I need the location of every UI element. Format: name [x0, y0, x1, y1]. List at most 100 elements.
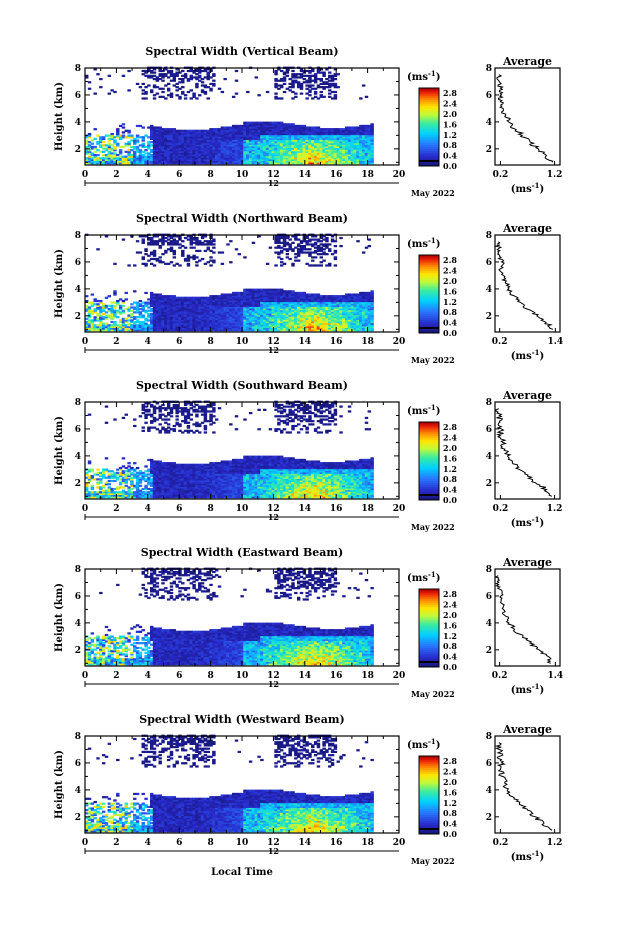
heatmap-cell	[186, 157, 191, 160]
heatmap-cell	[220, 160, 225, 163]
heatmap-cell	[209, 142, 213, 145]
heatmap-cell	[333, 77, 338, 81]
heatmap-cell	[212, 157, 216, 160]
heatmap-cell	[85, 149, 89, 152]
heatmap-cell	[192, 141, 196, 144]
heatmap-cell	[237, 160, 242, 163]
heatmap-cell	[164, 155, 168, 158]
heatmap-cell	[282, 155, 287, 158]
heatmap-cell	[144, 162, 148, 165]
heatmap-cell	[150, 137, 154, 141]
heatmap-cell	[186, 153, 191, 157]
heatmap-cell	[279, 145, 284, 149]
heatmap-cell	[96, 162, 100, 165]
heatmap-cell	[203, 92, 208, 95]
heatmap-cell	[257, 137, 261, 141]
heatmap-cell	[178, 139, 182, 142]
heatmap-cell	[178, 264, 182, 267]
heatmap-cell	[195, 129, 199, 132]
heatmap-cell	[240, 136, 244, 139]
heatmap-cell	[127, 150, 131, 153]
heatmap-cell	[217, 137, 222, 141]
heatmap-cell	[234, 158, 239, 162]
heatmap-cell	[217, 149, 222, 152]
heatmap-cell	[274, 145, 278, 149]
heatmap-cell	[181, 147, 185, 150]
heatmap-cell	[172, 77, 177, 81]
heatmap-cell	[285, 144, 290, 147]
heatmap-cell	[175, 139, 179, 142]
heatmap-cell	[130, 149, 134, 152]
heatmap-cell	[181, 77, 185, 81]
heatmap-cell	[203, 158, 208, 162]
heatmap-cell	[192, 152, 196, 155]
heatmap-cell	[189, 131, 193, 134]
heatmap-cell	[285, 158, 290, 162]
heatmap-cell	[169, 144, 174, 147]
colorbar-tick-label: 2.0	[443, 109, 457, 119]
heatmap-cell	[158, 162, 162, 165]
heatmap-cell	[90, 153, 95, 157]
heatmap-cell	[116, 136, 120, 139]
heatmap-cell	[265, 142, 270, 145]
heatmap-cell	[200, 131, 205, 134]
heatmap-cell	[121, 74, 126, 77]
heatmap-cell	[274, 128, 278, 131]
heatmap-cell	[288, 124, 292, 128]
heatmap-cell	[268, 132, 273, 136]
heatmap-cell	[285, 134, 290, 137]
heatmap-cell	[215, 142, 219, 145]
average-y-tick-label: 2	[486, 145, 492, 155]
heatmap-cell	[333, 249, 338, 253]
heatmap-cell	[133, 264, 137, 267]
heatmap-cell	[200, 160, 205, 163]
heatmap-cell	[271, 145, 275, 149]
heatmap-cell	[161, 155, 165, 158]
colorbar-unit: (ms	[407, 72, 428, 83]
heatmap-cell	[294, 73, 298, 76]
heatmap-cell	[285, 87, 290, 90]
heatmap-cell	[195, 162, 199, 165]
heatmap-cell	[263, 124, 267, 128]
heatmap-cell	[212, 141, 216, 144]
heatmap-cell	[175, 150, 179, 153]
heatmap-cell	[150, 131, 154, 134]
heatmap-cell	[161, 157, 165, 160]
heatmap-cell	[243, 141, 247, 144]
heatmap-cell	[169, 128, 174, 131]
heatmap-cell	[169, 142, 174, 145]
heatmap-cell	[203, 144, 208, 147]
heatmap-cell	[158, 134, 162, 137]
heatmap-cell	[291, 90, 295, 94]
heatmap-cell	[135, 150, 140, 153]
heatmap-cell	[101, 141, 106, 144]
heatmap-cell	[99, 137, 103, 141]
heatmap-cell	[248, 124, 253, 128]
heatmap-cell	[164, 73, 168, 76]
heatmap-cell	[144, 92, 148, 95]
heatmap-cell	[212, 152, 216, 155]
heatmap-cell	[288, 142, 292, 145]
heatmap-cell	[274, 121, 278, 124]
heatmap-cell	[198, 149, 202, 152]
heatmap-cell	[116, 129, 120, 132]
heatmap-cell	[271, 141, 275, 144]
heatmap-cell	[294, 95, 298, 98]
heatmap-cell	[296, 147, 301, 150]
heatmap-cell	[192, 155, 196, 158]
heatmap-cell	[169, 157, 174, 160]
heatmap-cell	[229, 149, 233, 152]
heatmap-cell	[172, 142, 177, 145]
heatmap-cell	[231, 124, 236, 128]
x-tick-label: 18	[361, 170, 374, 180]
heatmap-cell	[220, 137, 225, 141]
heatmap-cell	[294, 144, 298, 147]
heatmap-cell	[96, 73, 100, 76]
heatmap-cell	[107, 153, 112, 157]
heatmap-cell	[133, 158, 137, 162]
heatmap-cell	[189, 162, 193, 165]
heatmap-cell	[198, 139, 202, 142]
heatmap-cell	[209, 82, 213, 86]
heatmap-cell	[150, 69, 154, 73]
heatmap-cell	[217, 162, 222, 165]
